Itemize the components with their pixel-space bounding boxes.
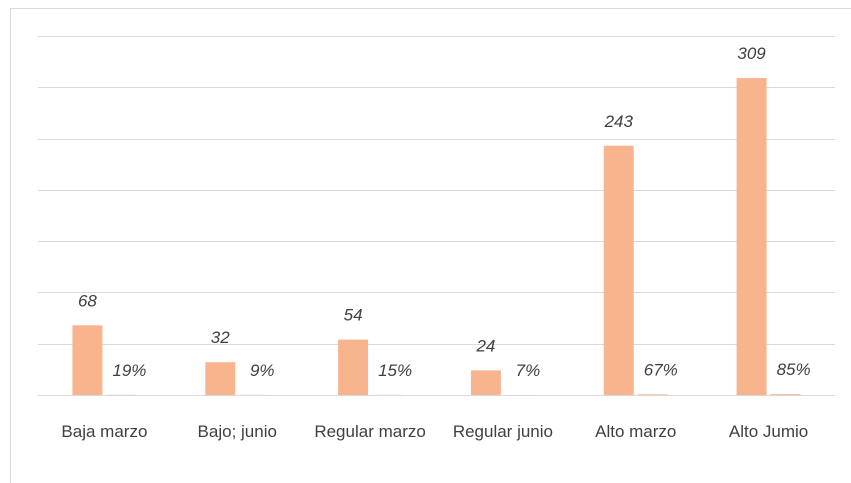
bar (603, 145, 634, 395)
data-label: 15% (378, 361, 412, 380)
data-label: 67% (644, 360, 678, 379)
data-label: 24 (475, 336, 495, 355)
x-tick-label: Regular junio (453, 422, 553, 441)
data-label: 85% (777, 360, 811, 379)
bar (338, 339, 369, 395)
data-label: 309 (737, 44, 766, 63)
bar (770, 394, 801, 395)
bar (637, 394, 668, 395)
data-label: 19% (112, 361, 146, 380)
chart-frame (10, 8, 851, 483)
bar (72, 325, 103, 395)
data-label: 54 (344, 306, 363, 325)
data-label: 68 (78, 291, 97, 310)
data-label: 7% (516, 361, 541, 380)
data-label: 32 (211, 328, 230, 347)
x-tick-label: Regular marzo (314, 422, 426, 441)
bar (205, 362, 236, 395)
bar (470, 370, 501, 395)
data-label: 243 (604, 112, 634, 131)
bar (736, 78, 767, 395)
x-tick-label: Baja marzo (61, 422, 147, 441)
x-tick-label: Alto marzo (595, 422, 676, 441)
data-label: 9% (250, 361, 275, 380)
x-tick-label: Alto Jumio (729, 422, 808, 441)
x-tick-label: Bajo; junio (198, 422, 277, 441)
